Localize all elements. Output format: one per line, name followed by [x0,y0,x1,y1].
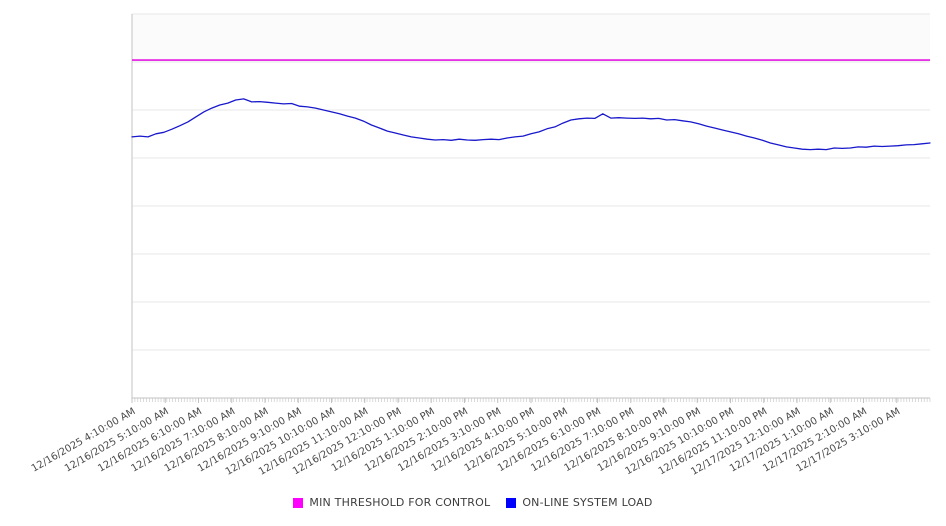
legend-label-online-system-load: ON-LINE SYSTEM LOAD [522,496,653,509]
legend-item-min-threshold[interactable]: MIN THRESHOLD FOR CONTROL [293,496,490,509]
above-threshold-band [132,14,930,61]
legend-label-min-threshold: MIN THRESHOLD FOR CONTROL [309,496,491,509]
legend-swatch-min-threshold-icon [293,497,304,508]
legend-swatch-online-system-load-icon [506,497,517,508]
online-system-load-line[interactable] [131,98,931,151]
legend-item-online-system-load[interactable]: ON-LINE SYSTEM LOAD [506,496,652,509]
chart-legend: MIN THRESHOLD FOR CONTROL ON-LINE SYSTEM… [0,496,946,509]
